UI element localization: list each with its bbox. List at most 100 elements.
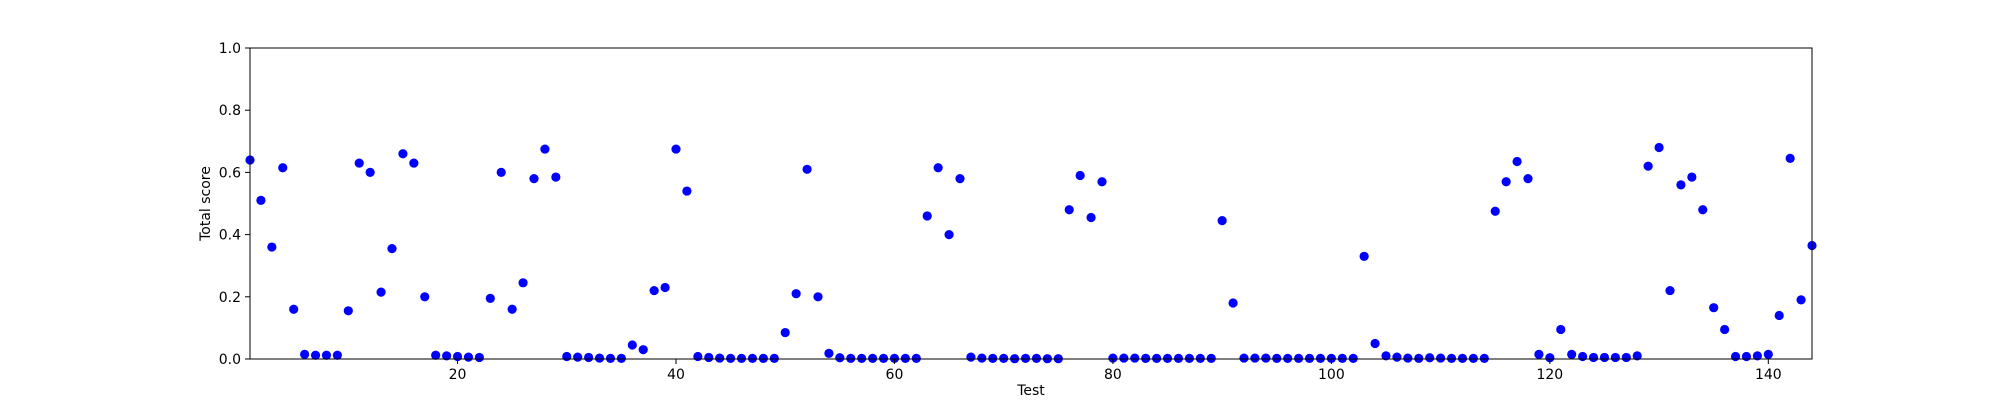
- data-point: [660, 282, 670, 293]
- data-point: [780, 327, 790, 338]
- data-point: [878, 353, 889, 363]
- data-point: [1774, 310, 1784, 321]
- data-point: [1436, 353, 1446, 363]
- data-point: [332, 350, 342, 360]
- data-point: [726, 353, 736, 363]
- data-point: [1457, 353, 1468, 363]
- y-tick-label: 0.6: [219, 165, 241, 181]
- data-point: [474, 352, 484, 363]
- data-point: [758, 353, 768, 363]
- data-point: [409, 158, 419, 168]
- data-point: [671, 144, 681, 154]
- data-point: [398, 149, 408, 159]
- data-point: [922, 211, 932, 221]
- data-point: [889, 353, 900, 363]
- y-axis-label: Total score: [198, 166, 214, 242]
- data-point: [1545, 353, 1555, 363]
- data-point: [321, 350, 332, 360]
- data-point: [1250, 353, 1260, 363]
- data-point: [1206, 353, 1216, 363]
- data-point: [1119, 353, 1129, 363]
- data-point: [1020, 353, 1031, 363]
- data-point: [1381, 351, 1391, 361]
- data-point: [977, 353, 987, 363]
- y-tick-label: 1.0: [219, 41, 241, 57]
- data-point: [1141, 353, 1151, 363]
- data-point: [1512, 156, 1522, 167]
- data-point: [1075, 170, 1085, 181]
- data-point: [1031, 353, 1042, 363]
- x-tick-label: 140: [1755, 367, 1782, 383]
- data-point: [649, 285, 659, 296]
- data-point: [584, 352, 594, 363]
- data-point: [1501, 177, 1511, 187]
- data-point: [616, 353, 626, 363]
- data-point: [1556, 324, 1566, 335]
- data-point: [627, 340, 637, 350]
- data-point: [1446, 353, 1457, 363]
- data-point: [1294, 353, 1304, 363]
- data-point: [715, 353, 725, 363]
- data-point: [1698, 205, 1708, 215]
- x-axis-label: Test: [1016, 383, 1045, 399]
- data-point: [256, 195, 266, 205]
- data-point: [376, 287, 386, 297]
- data-point: [1337, 353, 1347, 363]
- data-point: [835, 353, 845, 363]
- data-point: [1588, 352, 1599, 363]
- data-point: [354, 158, 364, 168]
- x-axis-ticks: 20 40 60 80 100 120 140: [449, 359, 1782, 383]
- data-point: [944, 230, 954, 240]
- data-point: [1785, 153, 1795, 164]
- data-point: [747, 353, 758, 363]
- x-tick-label: 60: [886, 367, 904, 383]
- data-point: [1217, 216, 1227, 226]
- y-tick-label: 0.0: [219, 352, 241, 368]
- data-point: [1730, 351, 1741, 362]
- data-point: [507, 304, 517, 314]
- data-point: [638, 345, 648, 355]
- data-point: [485, 293, 495, 303]
- data-point: [846, 353, 856, 363]
- data-point: [857, 353, 867, 363]
- data-point: [1403, 353, 1413, 363]
- data-point: [791, 289, 801, 299]
- data-point: [802, 164, 812, 174]
- data-point: [1687, 172, 1697, 182]
- data-point: [1348, 353, 1358, 363]
- data-point: [420, 292, 430, 302]
- data-point: [1326, 353, 1336, 363]
- y-tick-label: 0.4: [219, 228, 241, 244]
- data-point: [682, 186, 692, 196]
- data-point: [1610, 352, 1620, 363]
- x-tick-label: 80: [1104, 367, 1122, 383]
- data-point: [1283, 353, 1293, 363]
- data-point: [1741, 351, 1752, 362]
- data-point: [1392, 352, 1402, 362]
- data-point: [769, 353, 779, 363]
- data-point: [1425, 353, 1435, 363]
- data-point: [1621, 352, 1631, 363]
- data-point: [1304, 353, 1315, 363]
- data-point: [496, 167, 506, 177]
- data-point: [988, 353, 998, 363]
- data-point: [1534, 349, 1544, 359]
- data-point: [999, 353, 1009, 363]
- data-point: [540, 144, 550, 154]
- data-point: [343, 306, 353, 316]
- data-point: [1720, 324, 1730, 335]
- data-point: [300, 349, 310, 359]
- data-point: [1643, 161, 1653, 171]
- data-point: [1315, 353, 1326, 363]
- data-point: [562, 351, 572, 362]
- data-point: [1763, 349, 1773, 359]
- data-point: [1632, 351, 1642, 361]
- data-point: [1086, 212, 1096, 223]
- data-point: [868, 353, 878, 363]
- data-point: [1599, 352, 1610, 363]
- data-point: [1064, 205, 1074, 215]
- data-point: [1184, 353, 1194, 363]
- data-point: [911, 353, 921, 363]
- data-point: [278, 163, 288, 173]
- x-tick-label: 120: [1536, 367, 1563, 383]
